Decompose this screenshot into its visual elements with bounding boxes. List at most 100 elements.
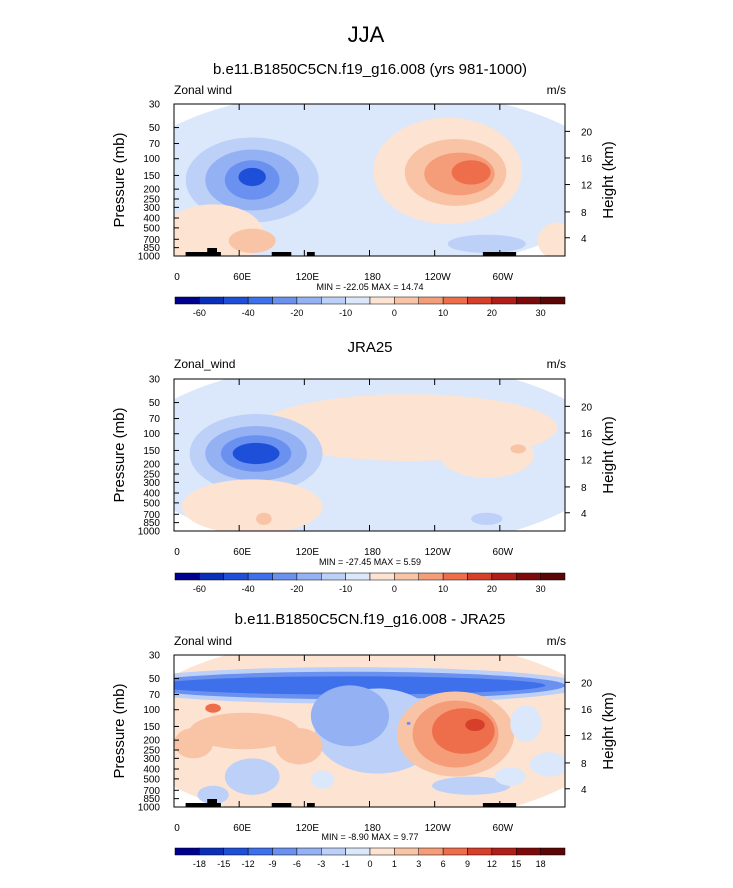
x-tick-label: 60W [493, 823, 514, 834]
colorbar-label: -40 [242, 308, 255, 318]
y-tick-label: 850 [143, 518, 160, 529]
y-tick-label: 30 [149, 375, 161, 386]
colorbar-label: 10 [438, 308, 448, 318]
colorbar-label: -1 [342, 859, 350, 869]
colorbar-swatch [199, 296, 224, 305]
x-tick-label: 60E [233, 547, 251, 558]
topography-mask [271, 803, 292, 807]
contour-region [451, 160, 491, 185]
contour-region [256, 512, 272, 525]
y-tick-label: 700 [143, 510, 160, 521]
contour-region [197, 785, 229, 804]
y-tick-label: 100 [143, 154, 160, 165]
chart-panel-1: b.e11.B1850C5CN.f19_g16.008 (yrs 981-100… [111, 61, 617, 318]
colorbar-swatch [247, 847, 273, 856]
y-tick-label: 400 [143, 489, 160, 500]
colorbar-swatch [467, 296, 493, 305]
y-tick-label: 250 [143, 195, 160, 206]
colorbar-swatch [174, 847, 200, 856]
colorbar-swatch [491, 847, 517, 856]
colorbar-swatch [223, 847, 249, 856]
y-axis-right-title: Height (km) [600, 416, 617, 494]
y-tick-label: 250 [143, 746, 160, 757]
colorbar-swatch [345, 296, 371, 305]
y-tick-label: 30 [149, 100, 161, 111]
panel-title: b.e11.B1850C5CN.f19_g16.008 (yrs 981-100… [213, 61, 527, 78]
colorbar-label: -18 [193, 859, 206, 869]
colorbar-label: -20 [290, 584, 303, 594]
height-tick-label: 4 [581, 509, 587, 520]
y-tick-label: 700 [143, 235, 160, 246]
colorbar-label: 6 [441, 859, 446, 869]
contour-region [238, 167, 266, 187]
height-tick-label: 16 [581, 154, 593, 165]
colorbar-swatch [369, 572, 395, 581]
contour-region [537, 222, 565, 256]
y-tick-label: 70 [149, 414, 161, 425]
colorbar-label: 0 [392, 308, 397, 318]
x-tick-label: 180 [364, 547, 381, 558]
contour-region [447, 234, 526, 253]
y-tick-label: 700 [143, 786, 160, 797]
x-tick-label: 120E [296, 547, 320, 558]
contour-region [529, 752, 565, 777]
x-tick-label: 120E [296, 272, 320, 283]
y-tick-label: 400 [143, 765, 160, 776]
y-tick-label: 400 [143, 214, 160, 225]
height-tick-label: 8 [581, 208, 587, 219]
colorbar-label: -60 [193, 584, 206, 594]
y-tick-label: 200 [143, 185, 160, 196]
y-tick-label: 150 [143, 446, 160, 457]
colorbar-swatch [516, 847, 541, 856]
y-axis-title: Pressure (mb) [111, 683, 128, 778]
chart-panel-3: b.e11.B1850C5CN.f19_g16.008 - JRA25Zonal… [111, 611, 617, 869]
x-tick-label: 60E [233, 272, 251, 283]
variable-label: Zonal wind [174, 634, 232, 648]
colorbar-swatch [442, 296, 468, 305]
colorbar-swatch [247, 572, 273, 581]
y-axis-right-title: Height (km) [600, 141, 617, 219]
min-max-stats: MIN = -22.05 MAX = 14.74 [316, 282, 423, 292]
colorbar-swatch [296, 847, 322, 856]
y-tick-label: 1000 [138, 252, 161, 263]
y-tick-label: 1000 [138, 803, 161, 814]
contour-field [174, 655, 565, 807]
y-tick-label: 50 [149, 674, 161, 685]
colorbar-label: -40 [242, 584, 255, 594]
colorbar-label: 0 [392, 584, 397, 594]
colorbar-label: 9 [465, 859, 470, 869]
y-tick-label: 100 [143, 705, 160, 716]
topography-mask [185, 252, 221, 256]
y-tick-label: 70 [149, 690, 161, 701]
x-tick-label: 60W [493, 547, 514, 558]
contour-region [232, 442, 280, 465]
topography-mask [271, 252, 292, 256]
height-tick-label: 20 [581, 127, 593, 138]
contour-region [228, 228, 276, 253]
contour-region [406, 721, 411, 725]
y-tick-label: 500 [143, 223, 160, 234]
contour-region [432, 708, 495, 754]
y-tick-label: 200 [143, 736, 160, 747]
colorbar-swatch [345, 572, 371, 581]
contour-region [510, 705, 542, 742]
colorbar-label: 3 [416, 859, 421, 869]
height-tick-label: 12 [581, 456, 593, 467]
contour-field [174, 104, 565, 256]
y-tick-label: 500 [143, 774, 160, 785]
topography-mask [306, 803, 315, 807]
contour-region [174, 676, 546, 695]
colorbar-swatch [418, 847, 444, 856]
y-tick-label: 30 [149, 651, 161, 662]
contour-region [189, 712, 300, 750]
x-tick-label: 120E [296, 823, 320, 834]
y-tick-label: 300 [143, 478, 160, 489]
colorbar-label: 20 [487, 584, 497, 594]
contour-region [310, 685, 390, 747]
colorbar-swatch [540, 847, 566, 856]
x-tick-label: 120W [425, 823, 452, 834]
min-max-stats: MIN = -27.45 MAX = 5.59 [319, 557, 421, 567]
colorbar-swatch [394, 847, 419, 856]
units-label: m/s [547, 83, 566, 97]
